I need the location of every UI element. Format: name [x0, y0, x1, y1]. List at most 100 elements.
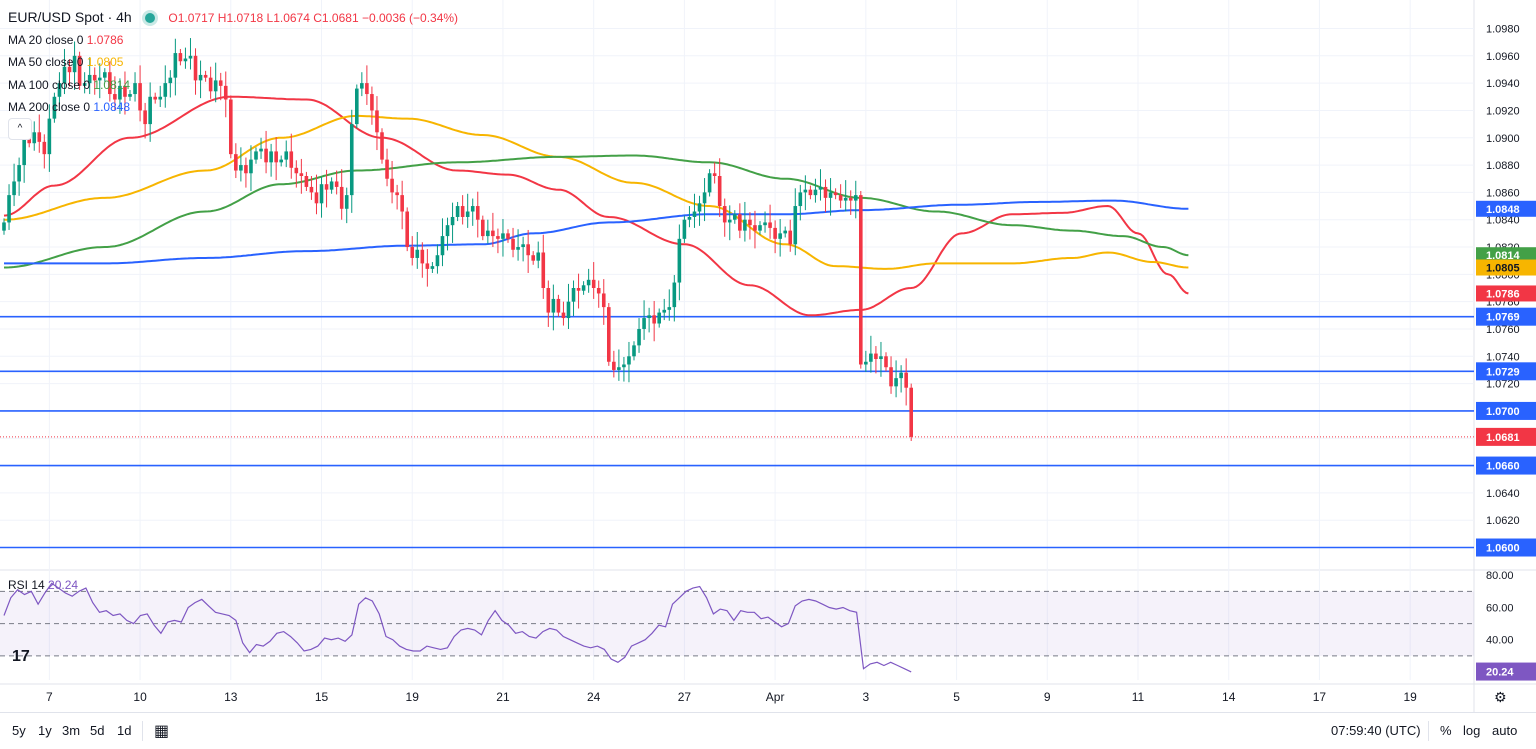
price-tick-label: 1.0880 [1486, 160, 1520, 172]
candle-body [738, 214, 742, 231]
candle-body [607, 307, 611, 362]
candle-body [743, 219, 747, 231]
candle-body [531, 255, 535, 261]
toolbar-divider [142, 721, 143, 741]
candle-body [82, 83, 87, 86]
candle-body [561, 312, 566, 319]
ma-badge [1476, 285, 1536, 302]
candle-body [748, 219, 752, 226]
ma50-legend[interactable]: MA 50 close 0 1.0805 [8, 51, 458, 74]
candle-body [808, 189, 813, 196]
time-tick-label: 5 [953, 690, 960, 704]
candle-body [783, 230, 787, 234]
price-tick-label: 1.0980 [1486, 23, 1520, 35]
rsi-legend[interactable]: RSI 14 20.24 [8, 578, 78, 592]
candle-body [254, 151, 258, 160]
ma200-legend[interactable]: MA 200 close 0 1.0848 [8, 96, 458, 119]
percent-toggle[interactable]: % [1440, 723, 1452, 738]
candle-body [198, 74, 203, 81]
rsi-tick-label: 80.00 [1486, 570, 1514, 582]
candle-body [223, 85, 228, 100]
candle-body [571, 288, 576, 302]
candle-body [506, 233, 510, 239]
candle-body [143, 110, 147, 125]
price-tick-label: 1.0720 [1486, 379, 1520, 391]
time-tick-label: Apr [766, 690, 785, 704]
candle-body [370, 94, 374, 111]
ma100-legend[interactable]: MA 100 close 0 1.0814 [8, 74, 458, 97]
candle-body [843, 197, 848, 201]
candle-body [692, 211, 697, 217]
rsi-last-badge [1476, 662, 1536, 681]
candle-body [828, 192, 833, 198]
candle-body [400, 195, 404, 212]
range-3m-button[interactable]: 3m [62, 723, 81, 738]
candle-body [284, 151, 289, 160]
hline-badge [1476, 538, 1536, 557]
candle-body [208, 77, 213, 92]
candle-body [123, 85, 127, 97]
candle-body [334, 181, 339, 187]
candle-body [848, 197, 853, 201]
candle-body [586, 279, 591, 286]
clock-time[interactable]: 07:59:40 (UTC) [1331, 723, 1421, 738]
hline-badge-label: 1.0700 [1486, 406, 1520, 418]
candle-body [511, 238, 515, 250]
candle-body [833, 192, 838, 196]
candle-body [521, 244, 525, 248]
candle-body [637, 328, 641, 346]
candle-body [360, 83, 364, 89]
horizontal-lines[interactable] [0, 315, 1474, 549]
time-tick-label: 3 [862, 690, 869, 704]
candle-body [652, 315, 656, 324]
time-axis[interactable]: 7 10 13 15 19 21 24 27 Apr 3 5 9 11 14 17 19 [46, 690, 1417, 704]
candle-body [788, 230, 793, 245]
tradingview-logo-icon[interactable]: 17 [12, 648, 42, 668]
candle-body [667, 307, 672, 310]
hline-badge-label: 1.0729 [1486, 366, 1520, 378]
candle-body [314, 192, 319, 204]
candle-body [329, 181, 334, 190]
candle-body [430, 266, 435, 269]
candle-body [365, 83, 369, 95]
candle-body [173, 53, 178, 78]
ma20-legend[interactable]: MA 20 close 0 1.0786 [8, 29, 458, 52]
candle-body [148, 96, 152, 125]
price-tick-label: 1.0920 [1486, 105, 1520, 117]
candle-body [556, 298, 561, 313]
price-axis[interactable]: 1.0980 1.0960 1.0940 1.0920 1.0900 1.0880 1.08… [1476, 23, 1536, 557]
candle-body [188, 55, 193, 59]
range-1d-button[interactable]: 1d [117, 723, 132, 738]
hline-badge-label: 1.0681 [1486, 432, 1520, 444]
candle-body [7, 195, 11, 223]
ma200-label: MA 200 close 0 [8, 100, 91, 114]
candle-body [727, 219, 732, 223]
auto-toggle[interactable]: auto [1492, 723, 1518, 738]
symbol-title[interactable]: EUR/USD Spot · 4h [8, 9, 132, 25]
candle-body [77, 55, 82, 86]
candle-body [889, 367, 893, 387]
candle-body [904, 372, 908, 388]
axis-settings-icon[interactable]: ⚙ [1494, 689, 1507, 705]
range-5y-button[interactable]: 5y [12, 723, 26, 738]
candle-body [501, 233, 505, 239]
calendar-icon[interactable]: ▦ [154, 723, 170, 740]
ma-line-ma100 [4, 154, 1189, 269]
candle-body [682, 219, 687, 239]
candle-body [435, 255, 440, 267]
collapse-legend-button[interactable]: ^ [8, 118, 32, 140]
candle-body [274, 151, 278, 163]
candle-body [491, 230, 495, 237]
market-status-icon [145, 13, 156, 23]
range-5d-button[interactable]: 5d [90, 723, 105, 738]
range-1y-button[interactable]: 1y [38, 723, 52, 738]
candle-body [410, 247, 415, 258]
candle-body [712, 173, 717, 176]
candle-body [450, 216, 455, 226]
candle-body [758, 225, 762, 231]
rsi-value: 20.24 [48, 578, 79, 592]
candle-body [642, 318, 646, 329]
log-toggle[interactable]: log [1463, 723, 1481, 738]
ma-badge [1476, 259, 1536, 276]
